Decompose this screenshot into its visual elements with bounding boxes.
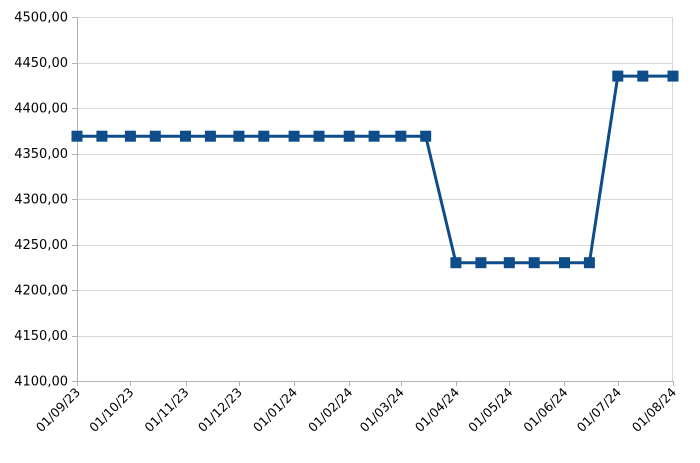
y-tick-label: 4300,00 [14, 193, 68, 208]
data-point-marker [637, 70, 649, 82]
data-point-marker [343, 130, 355, 142]
data-point-marker [503, 257, 515, 269]
data-point-marker [583, 257, 595, 269]
data-point-marker [258, 130, 270, 142]
data-point-marker [180, 130, 191, 142]
data-point-marker [420, 130, 432, 142]
x-tick-label: 01/12/23 [195, 385, 245, 435]
y-tick-label: 4450,00 [14, 56, 68, 71]
y-tick-label: 4400,00 [14, 102, 68, 117]
data-point-marker [395, 130, 407, 142]
data-point-marker [313, 130, 325, 142]
x-tick-label: 01/07/24 [574, 384, 624, 434]
x-tick-label: 01/01/24 [250, 384, 300, 434]
x-tick-label: 01/04/24 [412, 384, 462, 434]
x-tick-label: 01/05/24 [465, 384, 515, 434]
x-tick-label: 01/10/23 [86, 385, 136, 435]
data-point-marker [71, 130, 83, 142]
y-tick-label: 4150,00 [14, 329, 68, 344]
x-tick-label: 01/09/23 [33, 385, 83, 435]
data-point-marker [450, 257, 462, 269]
data-point-marker [124, 130, 136, 142]
y-tick-label: 4350,00 [14, 147, 68, 162]
data-point-marker [233, 130, 245, 142]
y-tick-label: 4500,00 [14, 11, 68, 26]
x-tick-label: 01/03/24 [357, 384, 407, 434]
data-point-marker [612, 70, 624, 82]
x-tick-label: 01/11/23 [141, 385, 191, 435]
y-tick-label: 4100,00 [14, 375, 68, 390]
data-point-marker [528, 257, 540, 269]
x-tick-label: 01/06/24 [520, 384, 570, 434]
data-point-marker [667, 70, 679, 82]
y-tick-label: 4200,00 [14, 284, 68, 299]
data-point-marker [559, 257, 570, 269]
data-point-marker [204, 130, 216, 142]
data-point-marker [368, 130, 380, 142]
y-tick-label: 4250,00 [14, 238, 68, 253]
data-point-marker [288, 130, 300, 142]
data-point-marker [96, 130, 108, 142]
data-point-marker [149, 130, 161, 142]
data-point-marker [475, 257, 487, 269]
x-tick-label: 01/02/24 [305, 384, 355, 434]
series-line [77, 74, 673, 265]
x-tick-label: 01/08/24 [629, 384, 679, 434]
